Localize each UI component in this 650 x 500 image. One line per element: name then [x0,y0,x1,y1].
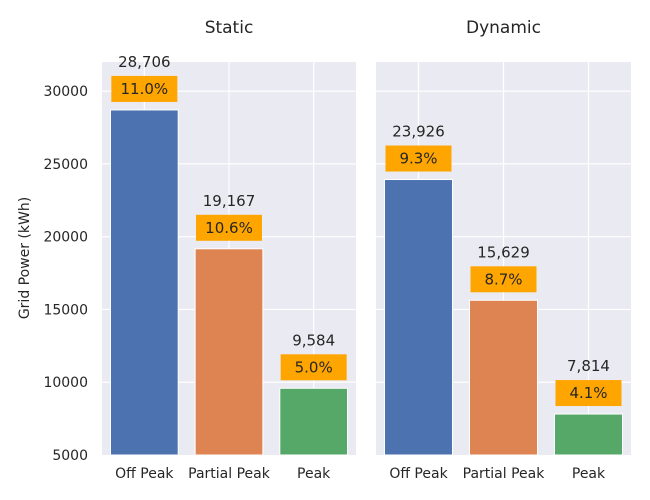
x-tick-label: Partial Peak [463,466,546,482]
bar-value-label: 9,584 [292,331,335,349]
percent-badge-label: 4.1% [569,384,607,402]
percent-badge-label: 9.3% [399,150,437,168]
x-tick-label: Partial Peak [188,466,271,482]
bar-value-label: 28,706 [118,53,171,71]
bar-value-label: 15,629 [477,243,530,261]
y-axis-label: Grid Power (kWh) [17,197,33,319]
bar [469,299,538,456]
percent-badge [280,354,347,381]
y-tick-label: 10000 [43,375,88,391]
panel-title: Dynamic [466,18,541,38]
x-tick-label: Peak [572,466,606,482]
bar-value-label: 23,926 [392,123,445,141]
percent-badge [196,214,262,241]
bar [554,413,623,456]
percent-badge-label: 8.7% [484,270,522,288]
panel-title: Static [205,18,254,38]
percent-badge-label: 10.6% [205,219,253,237]
percent-badge [555,380,622,407]
x-tick-label: Off Peak [389,466,448,482]
y-tick-label: 5000 [52,448,88,464]
bar-value-label: 7,814 [567,357,610,375]
y-tick-label: 15000 [43,302,88,318]
percent-badge [470,266,537,293]
bar [109,109,179,456]
bar [384,179,453,456]
percent-badge [385,145,452,172]
y-tick-label: 30000 [43,84,88,100]
bar [194,248,264,456]
percent-badge-label: 11.0% [121,80,169,98]
x-tick-label: Peak [297,466,331,482]
bar-value-label: 19,167 [203,192,256,210]
percent-badge [111,75,178,102]
x-tick-label: Off Peak [115,466,174,482]
y-tick-label: 25000 [43,157,88,173]
bar [279,387,349,456]
percent-badge-label: 5.0% [295,358,333,376]
y-tick-label: 20000 [43,230,88,246]
